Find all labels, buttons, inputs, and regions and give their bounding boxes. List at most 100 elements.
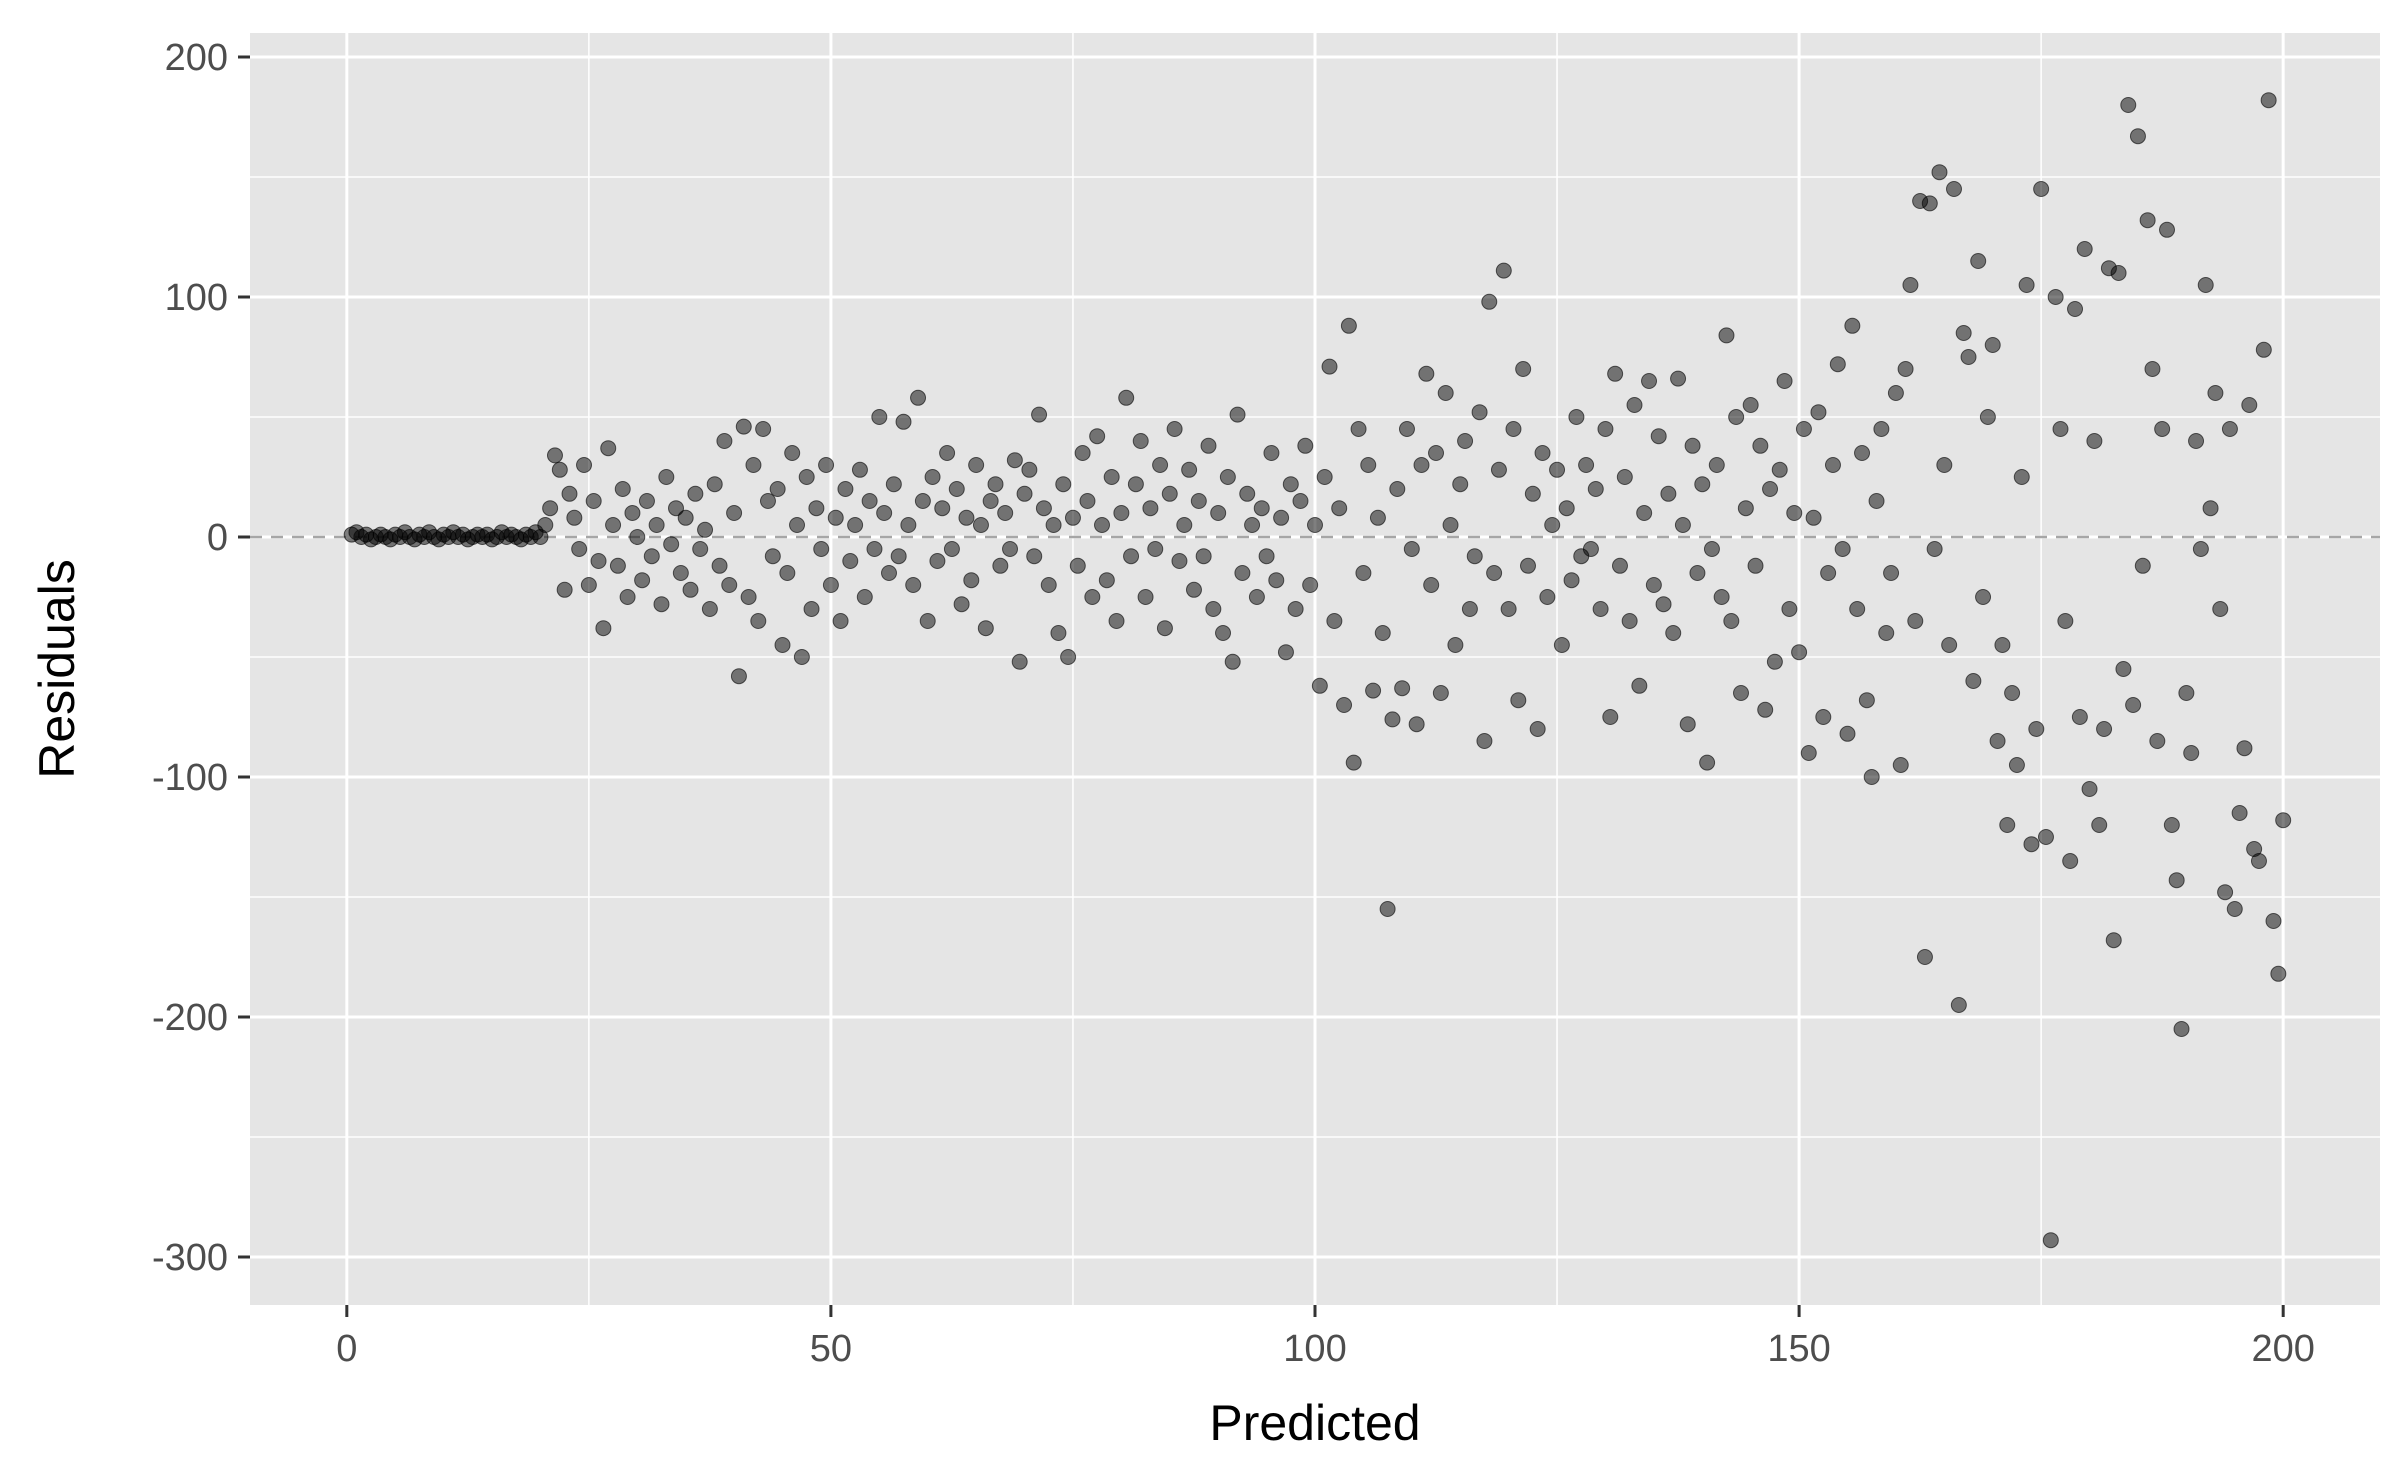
data-point — [1674, 517, 1691, 533]
data-point — [1529, 721, 1546, 737]
data-point — [1921, 195, 1938, 212]
data-point — [634, 572, 651, 589]
data-point — [1365, 682, 1382, 699]
data-point — [1452, 476, 1469, 493]
data-point — [2236, 740, 2253, 757]
data-point — [566, 509, 583, 526]
data-point — [2192, 541, 2209, 557]
data-point — [1064, 509, 1081, 526]
data-point — [851, 461, 868, 478]
data-point — [1703, 541, 1720, 557]
data-point — [716, 433, 733, 449]
data-point — [1224, 653, 1241, 670]
data-point — [1515, 361, 1532, 377]
data-point — [1868, 493, 1885, 509]
data-point — [1466, 548, 1483, 565]
data-point — [721, 577, 738, 593]
data-point — [2076, 241, 2093, 257]
data-point — [1883, 565, 1900, 581]
data-point — [1916, 949, 1933, 965]
data-point — [793, 649, 810, 665]
data-point — [750, 613, 767, 629]
data-point — [1621, 613, 1638, 629]
data-point — [1282, 476, 1299, 493]
data-point — [643, 548, 660, 565]
data-point — [546, 447, 563, 464]
data-point — [1597, 421, 1614, 437]
data-point — [1708, 457, 1725, 473]
data-point — [537, 517, 554, 533]
data-point — [1321, 358, 1338, 375]
data-point — [1520, 557, 1536, 574]
data-point — [1849, 601, 1866, 617]
data-point — [1568, 409, 1585, 425]
data-point — [1950, 997, 1967, 1013]
data-point — [1331, 500, 1348, 517]
data-point — [1181, 461, 1198, 478]
data-point — [1815, 709, 1832, 725]
data-point — [1931, 164, 1948, 181]
data-point — [1457, 433, 1474, 449]
data-point — [1795, 421, 1812, 437]
data-point — [759, 493, 776, 509]
data-point — [1902, 277, 1919, 293]
data-point — [1026, 548, 1043, 565]
data-point — [1636, 505, 1653, 521]
data-point — [653, 596, 670, 613]
data-point — [1350, 421, 1367, 437]
data-point — [1820, 565, 1837, 581]
data-point — [1500, 601, 1517, 617]
data-point — [1771, 461, 1788, 478]
data-point — [1055, 476, 1072, 493]
data-point — [1984, 337, 2001, 353]
data-point — [1926, 541, 1943, 557]
data-point — [1147, 541, 1164, 557]
data-point — [1805, 509, 1822, 526]
data-point — [808, 500, 825, 517]
data-point — [1786, 505, 1803, 521]
data-point — [2183, 745, 2200, 761]
data-point — [1505, 421, 1522, 437]
data-point — [847, 517, 864, 533]
data-point — [1345, 754, 1362, 771]
data-point — [1723, 613, 1740, 629]
data-point — [1776, 373, 1793, 389]
data-point — [1863, 769, 1880, 785]
data-point — [1292, 493, 1309, 509]
data-point — [866, 541, 883, 557]
y-axis: 200 100 0 -100 -200 -300 — [152, 37, 250, 1279]
data-point — [1694, 476, 1711, 493]
data-point — [1142, 500, 1159, 517]
data-point — [1844, 317, 1861, 334]
data-point — [1471, 404, 1488, 421]
data-point — [551, 461, 568, 478]
data-point — [789, 517, 806, 533]
x-tick-label: 0 — [336, 1328, 357, 1370]
data-point — [861, 493, 878, 509]
data-point — [629, 529, 646, 545]
data-point — [1607, 365, 1624, 382]
data-point — [1079, 493, 1096, 509]
scatter-points — [343, 92, 2292, 1249]
data-point — [1258, 548, 1275, 565]
data-point — [784, 445, 801, 461]
data-point — [1486, 565, 1503, 581]
data-point — [1839, 725, 1856, 742]
data-point — [1887, 385, 1904, 401]
data-point — [2212, 601, 2229, 617]
data-point — [2120, 97, 2137, 113]
data-point — [943, 541, 960, 557]
data-point — [1384, 711, 1401, 728]
data-point — [919, 613, 936, 629]
data-point — [687, 485, 704, 502]
data-point — [609, 557, 626, 574]
data-point — [1699, 754, 1716, 771]
data-point — [2173, 1021, 2190, 1037]
data-point — [1156, 620, 1173, 637]
data-point — [2178, 685, 2195, 701]
data-point — [580, 577, 597, 593]
data-point — [2081, 781, 2098, 797]
data-point — [1161, 485, 1178, 502]
data-point — [987, 476, 1004, 493]
